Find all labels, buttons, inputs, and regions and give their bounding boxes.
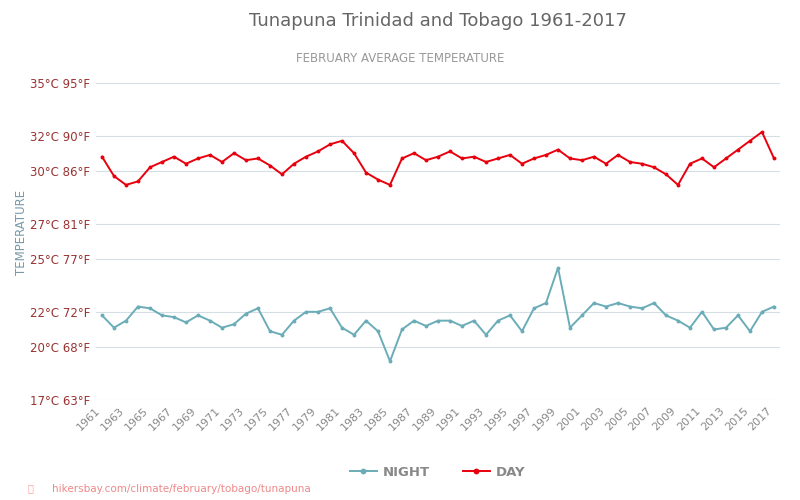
DAY [758, 129, 767, 135]
NIGHT [134, 304, 143, 310]
Title: Tunapuna Trinidad and Tobago 1961-2017: Tunapuna Trinidad and Tobago 1961-2017 [249, 12, 627, 30]
NIGHT [590, 300, 599, 306]
DAY [134, 178, 143, 184]
NIGHT [554, 265, 563, 271]
DAY [98, 154, 107, 160]
DAY [290, 160, 299, 166]
DAY [578, 157, 587, 163]
DAY [770, 156, 779, 162]
Line: DAY: DAY [100, 130, 776, 187]
Text: 📍: 📍 [28, 484, 34, 494]
Text: hikersbay.com/climate/february/tobago/tunapuna: hikersbay.com/climate/february/tobago/tu… [52, 484, 310, 494]
Legend: NIGHT, DAY: NIGHT, DAY [345, 460, 531, 484]
NIGHT [770, 304, 779, 310]
NIGHT [386, 358, 395, 364]
NIGHT [278, 332, 287, 338]
Y-axis label: TEMPERATURE: TEMPERATURE [15, 190, 28, 275]
DAY [566, 156, 575, 162]
NIGHT [578, 312, 587, 318]
NIGHT [122, 318, 131, 324]
NIGHT [98, 312, 107, 318]
Line: NIGHT: NIGHT [100, 266, 776, 363]
Text: FEBRUARY AVERAGE TEMPERATURE: FEBRUARY AVERAGE TEMPERATURE [296, 52, 504, 66]
NIGHT [398, 326, 407, 332]
DAY [122, 182, 131, 188]
DAY [398, 156, 407, 162]
DAY [146, 164, 155, 170]
